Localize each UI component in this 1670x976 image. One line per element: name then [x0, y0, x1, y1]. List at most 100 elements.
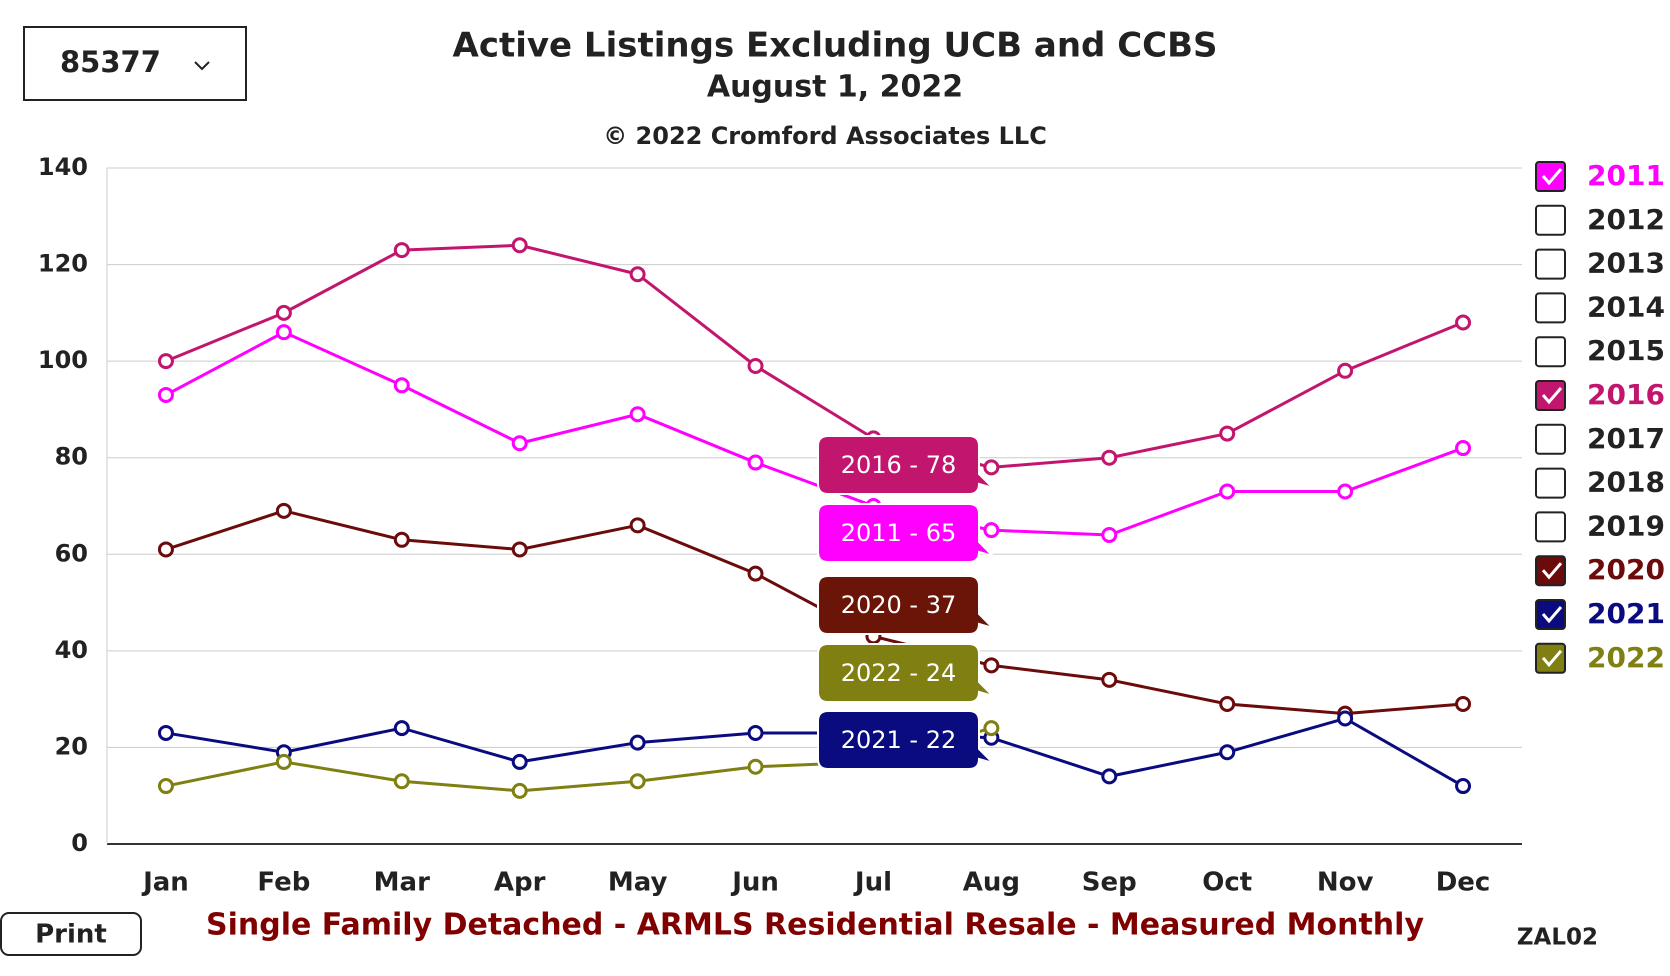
legend-label[interactable]: 2014 — [1587, 290, 1665, 323]
print-box[interactable] — [0, 912, 142, 956]
legend-item[interactable]: 2014 — [1535, 290, 1665, 324]
dropdown[interactable]: 85377 — [23, 26, 247, 101]
x-tick-label: Feb — [257, 868, 310, 898]
legend-label[interactable]: 2019 — [1587, 509, 1665, 542]
point — [1101, 449, 1118, 466]
print-label[interactable]: Print — [35, 920, 107, 950]
tooltip-label: 2022 - 24 — [841, 659, 957, 687]
point — [629, 773, 646, 790]
legend-label[interactable]: 2016 — [1587, 378, 1665, 411]
series-line — [165, 716, 1464, 788]
tooltip-label: 2020 - 37 — [841, 591, 957, 619]
legend-checkbox[interactable] — [1535, 467, 1566, 499]
legend-checkbox[interactable] — [1535, 599, 1566, 630]
legend-checkbox[interactable] — [1535, 511, 1566, 543]
legend-checkbox[interactable] — [1535, 248, 1566, 280]
point — [275, 324, 292, 341]
series-line — [165, 330, 1464, 537]
legend-checkbox[interactable] — [1535, 161, 1566, 192]
legend-item[interactable]: 2013 — [1535, 247, 1665, 280]
point — [393, 720, 410, 737]
legend-label[interactable]: 2015 — [1587, 334, 1665, 367]
legend-label[interactable]: 2017 — [1587, 422, 1665, 455]
tooltip-label: 2016 - 78 — [841, 451, 957, 479]
point — [1219, 425, 1236, 442]
x-tick-label: Oct — [1202, 868, 1252, 898]
legend-check — [1541, 168, 1563, 186]
legend-item[interactable]: 2020 — [1535, 553, 1665, 587]
legend-label[interactable]: 2013 — [1587, 247, 1665, 280]
legend-item[interactable]: 2017 — [1535, 422, 1665, 455]
tooltip-box — [817, 575, 997, 635]
y-tick-label: 80 — [55, 443, 88, 471]
legend-item[interactable]: 2021 — [1535, 597, 1665, 630]
point — [747, 724, 764, 741]
legend-label[interactable]: 2020 — [1587, 553, 1665, 586]
dropdown-box[interactable] — [23, 26, 247, 101]
legend-checkbox[interactable] — [1535, 292, 1566, 324]
legend-check — [1541, 387, 1563, 405]
point — [1219, 744, 1236, 761]
footer: Single Family Detached - ARMLS Residenti… — [206, 908, 1424, 943]
legend-label[interactable]: 2011 — [1587, 159, 1665, 192]
point — [157, 386, 174, 403]
legend-item[interactable]: 2015 — [1535, 334, 1665, 368]
legend-checkbox[interactable] — [1535, 642, 1566, 674]
point — [1219, 695, 1236, 712]
legend-checkbox[interactable] — [1535, 423, 1566, 455]
legend-label[interactable]: 2022 — [1587, 641, 1665, 674]
x-tick-label: Apr — [494, 868, 546, 898]
point — [747, 454, 764, 471]
copyright: © 2022 Cromford Associates LLC — [603, 122, 1047, 150]
y-tick-label: 60 — [55, 539, 88, 567]
point — [393, 377, 410, 394]
x-tick-label: Mar — [374, 868, 430, 898]
legend-checkbox[interactable] — [1535, 336, 1566, 368]
point — [511, 237, 528, 254]
x-tick-label: Dec — [1436, 868, 1491, 898]
legend-item[interactable]: 2022 — [1535, 641, 1665, 674]
tooltip-box — [817, 435, 997, 495]
series-line — [165, 509, 1464, 716]
legend-label[interactable]: 2018 — [1587, 466, 1665, 499]
point — [983, 657, 1000, 674]
x-tick-label: Jun — [730, 868, 779, 898]
point — [983, 720, 1000, 737]
point — [1101, 526, 1118, 543]
point — [983, 522, 1000, 539]
point — [1337, 483, 1354, 500]
point — [511, 541, 528, 558]
point — [157, 724, 174, 741]
legend-checkbox[interactable] — [1535, 204, 1566, 236]
print-button[interactable]: Print — [0, 912, 142, 956]
legend-item[interactable]: 2011 — [1535, 159, 1665, 192]
point — [157, 353, 174, 370]
tooltip-box — [817, 710, 997, 770]
legend-check — [1541, 562, 1563, 580]
legend-checkbox[interactable] — [1535, 380, 1566, 411]
point — [747, 565, 764, 582]
point — [629, 266, 646, 283]
y-tick-label: 100 — [38, 346, 88, 374]
point — [1455, 778, 1472, 795]
y-tick-label: 120 — [38, 250, 88, 278]
legend-label[interactable]: 2012 — [1587, 203, 1665, 236]
point — [747, 758, 764, 775]
point — [393, 773, 410, 790]
x-tick-label: May — [608, 868, 668, 898]
legend-checkbox[interactable] — [1535, 555, 1566, 587]
tooltip-box — [817, 643, 997, 703]
legend-label[interactable]: 2021 — [1587, 597, 1665, 630]
legend-item[interactable]: 2016 — [1535, 378, 1665, 411]
dropdown-value[interactable]: 85377 — [60, 45, 161, 79]
point — [1455, 314, 1472, 331]
legend-item[interactable]: 2019 — [1535, 509, 1665, 543]
dropdown-arrow[interactable] — [194, 61, 210, 71]
tooltip-label: 2011 - 65 — [841, 519, 957, 547]
legend-item[interactable]: 2018 — [1535, 466, 1665, 499]
point — [629, 517, 646, 534]
legend-item[interactable]: 2012 — [1535, 203, 1665, 236]
point — [1101, 671, 1118, 688]
y-tick-label: 20 — [55, 732, 88, 760]
